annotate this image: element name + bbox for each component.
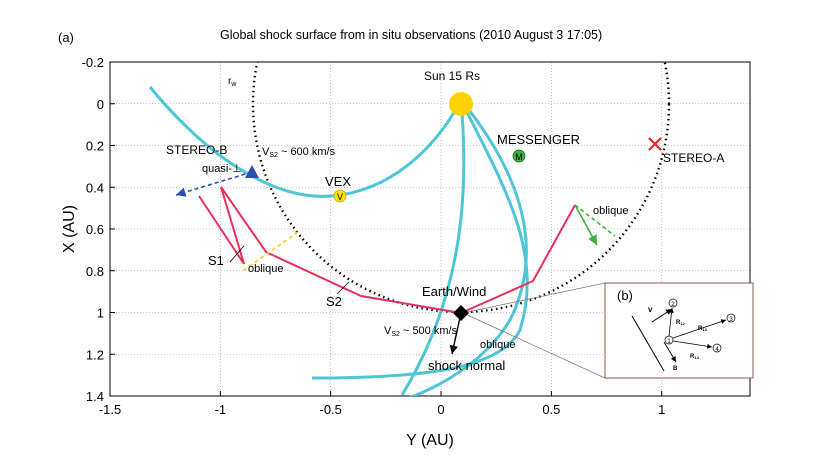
speed-label-lower: VS2 ~ 500 km/s <box>384 325 458 338</box>
field-line-west <box>148 86 463 198</box>
x-tick-label: -1.5 <box>99 402 121 417</box>
y-axis-label: X (AU) <box>61 205 78 253</box>
field-line-stereo-b <box>400 99 466 396</box>
inset-r12-label: R12 <box>676 320 686 326</box>
shock-normal-arrow <box>449 312 462 355</box>
figure-title: Global shock surface from in situ observ… <box>220 28 603 42</box>
stereo-b-label: STEREO-B <box>166 143 227 157</box>
quasi-perp-label: quasi-⊥ <box>202 163 242 175</box>
vex-label: VEX <box>325 174 351 189</box>
field-line-center <box>311 99 529 380</box>
stereo-a-marker <box>648 137 662 151</box>
messenger-label: MESSENGER <box>497 132 580 147</box>
inset-zoom-line-bottom <box>462 312 606 379</box>
panel-label: (a) <box>58 30 74 45</box>
sun-marker <box>449 92 473 116</box>
x-tick-label: -1 <box>215 402 227 417</box>
inset-r14 <box>672 340 713 349</box>
oblique-yellow <box>240 231 299 273</box>
inset-node-3 <box>726 313 736 323</box>
x-tick-label: 1 <box>658 402 665 417</box>
y-tick-label: 0 <box>97 97 104 112</box>
inset-v-arrow <box>651 308 673 323</box>
oblique-green-dashed <box>574 204 616 237</box>
x-tick-label: 0.5 <box>542 402 560 417</box>
x-axis-label: Y (AU) <box>406 432 454 449</box>
inset-r13-label: R13 <box>698 326 708 332</box>
inset-node-4-label: 4 <box>715 347 719 353</box>
shock-front-s2 <box>198 186 576 315</box>
inset-r13 <box>672 319 727 339</box>
y-tick-label: -0.2 <box>82 55 104 70</box>
x-tick-label: -0.5 <box>319 402 341 417</box>
stereo-b-normal <box>175 171 253 197</box>
inset-r14-label: R14 <box>690 354 700 360</box>
oblique-green-arrow <box>574 204 598 246</box>
x-tick-label: 0 <box>437 402 444 417</box>
inset-zoom-line-top <box>462 282 606 314</box>
rw-label: rw <box>228 76 237 88</box>
stereo-a-label: STEREO-A <box>663 151 724 165</box>
stereo-b-marker <box>245 165 259 178</box>
inset-frame <box>604 282 754 379</box>
s1-leader <box>229 245 245 263</box>
inset-label: (b) <box>617 288 633 303</box>
s2-label: S2 <box>326 294 342 309</box>
inset-b-label: B <box>673 366 678 372</box>
vex-symbol: V <box>337 192 343 202</box>
inset-node-2 <box>668 298 678 308</box>
inset-node-4 <box>712 343 722 353</box>
y-tick-label: 0.8 <box>86 264 104 279</box>
inset-node-2-label: 2 <box>671 302 675 308</box>
messenger-marker <box>512 149 526 163</box>
oblique-right-label: oblique <box>593 205 628 217</box>
s1-label: S1 <box>208 253 224 268</box>
messenger-symbol: M <box>515 152 523 162</box>
vex-marker <box>333 189 347 203</box>
field-line-messenger <box>408 99 528 396</box>
inset-v-label: v <box>648 305 653 314</box>
y-tick-label: 0.4 <box>86 180 104 195</box>
earth-label: Earth/Wind <box>422 284 486 299</box>
earth-marker <box>453 305 469 321</box>
s2-leader <box>336 281 350 295</box>
speed-label-upper: VS2 ~ 600 km/s <box>262 146 336 159</box>
shock-normal-label: shock normal <box>428 358 505 373</box>
y-tick-label: 0.6 <box>86 222 104 237</box>
inset-b-arrow <box>663 341 677 363</box>
earth-orbit-circle <box>251 62 671 314</box>
inset-front-line <box>631 315 665 372</box>
inset-node-3-label: 3 <box>729 317 733 323</box>
y-tick-label: 1.2 <box>86 347 104 362</box>
oblique-left-label: oblique <box>248 263 283 275</box>
inset-node-1-label: 1 <box>667 339 671 345</box>
inset-b: (b) v 1 2 3 4 R12 R13 R14 B <box>604 282 754 379</box>
sun-label: Sun 15 Rs <box>424 69 480 83</box>
y-tick-label: 1.4 <box>86 389 104 404</box>
y-tick-label: 0.2 <box>86 139 104 154</box>
ticks: -1.5 -1 -0.5 0 0.5 1 -0.2 0 0.2 0.4 0.6 0.8 1 1.2 1.4 <box>82 55 666 417</box>
inset-r12 <box>668 307 674 337</box>
y-tick-label: 1 <box>97 306 104 321</box>
oblique-bottom-label: oblique <box>480 339 515 351</box>
